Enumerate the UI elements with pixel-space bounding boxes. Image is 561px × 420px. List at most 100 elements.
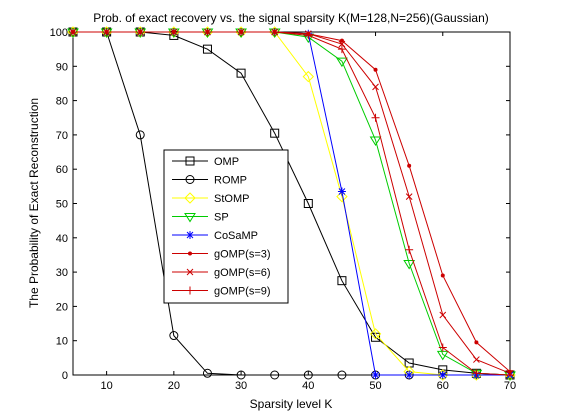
series-gomp-s-9 [69, 28, 514, 379]
data-point-dot [188, 251, 192, 256]
data-point-x [439, 311, 447, 319]
legend-label: CoSaMP [214, 230, 258, 242]
data-point-x [186, 268, 194, 276]
data-point-x [338, 40, 346, 48]
legend: OMP ROMP StOMP SP CoSaMP gOMP(s=3) gOMP(s=6) gO… [163, 149, 289, 304]
x-tick-label: 30 [235, 380, 247, 392]
series-layer [67, 26, 516, 381]
legend-item-gomp-s-3: gOMP(s=3) [172, 249, 271, 261]
legend-label: gOMP(s=6) [214, 267, 271, 279]
data-point-square [270, 128, 280, 138]
x-axis-label: Sparsity level K [250, 397, 333, 411]
data-point-square [236, 68, 246, 78]
legend-item-gomp-s-9: gOMP(s=9) [172, 286, 271, 298]
data-point-diamond [369, 328, 382, 340]
legend-item-cosamp: CoSaMP [172, 230, 258, 242]
legend-item-stomp: StOMP [172, 192, 249, 205]
legend-box [163, 149, 289, 304]
data-point-square [185, 156, 195, 166]
data-point-circle [236, 370, 246, 380]
legend-label: SP [214, 212, 229, 224]
legend-item-gomp-s-6: gOMP(s=6) [172, 267, 271, 279]
y-tick-label: 60 [56, 164, 68, 176]
data-point-triangle [369, 136, 382, 146]
data-point-circle [202, 368, 212, 378]
data-point-diamond [336, 190, 348, 203]
data-point-plus [186, 286, 194, 295]
legend-label: OMP [214, 156, 239, 168]
data-point-plus [371, 113, 380, 122]
data-point-triangle [184, 213, 196, 223]
data-point-square [337, 276, 347, 286]
y-axis-label: The Probability of Exact Reconstruction [27, 98, 41, 308]
data-point-plus [270, 28, 279, 36]
legend-item-romp: ROMP [172, 175, 247, 187]
data-point-dot [407, 163, 412, 168]
data-point-plus [237, 28, 246, 36]
data-point-diamond [184, 192, 196, 204]
plot-area [72, 31, 511, 376]
data-point-dot [339, 38, 344, 43]
x-tick-label: 40 [302, 380, 314, 392]
data-point-plus [304, 31, 313, 40]
data-point-circle [185, 175, 195, 184]
data-point-plus [136, 28, 145, 36]
legend-label: gOMP(s=3) [214, 249, 271, 261]
data-point-circle [303, 370, 313, 380]
data-point-diamond [437, 369, 449, 381]
y-tick-label: 90 [56, 61, 68, 73]
x-tick-label: 70 [504, 380, 516, 392]
data-point-asterisk [371, 371, 380, 379]
legend-label: StOMP [214, 193, 249, 205]
data-point-plus [69, 28, 77, 36]
y-tick-label: 100 [50, 27, 68, 39]
y-tick-label: 40 [56, 233, 68, 245]
data-point-triangle [336, 57, 348, 68]
legend-item-omp: OMP [172, 156, 239, 168]
y-tick-label: 20 [56, 301, 68, 313]
x-tick-label: 60 [437, 380, 449, 392]
data-point-asterisk [438, 371, 447, 379]
data-point-plus [438, 343, 447, 352]
x-tick-label: 10 [100, 380, 112, 392]
data-point-asterisk [337, 187, 346, 196]
y-tick-label: 80 [56, 96, 68, 108]
data-point-x [405, 193, 413, 200]
data-point-x [473, 356, 480, 363]
legend-item-sp: SP [172, 212, 229, 224]
data-point-square [202, 44, 212, 54]
y-tick-label: 30 [56, 267, 68, 279]
data-point-plus [337, 45, 346, 54]
data-point-asterisk [405, 371, 414, 379]
data-point-square [303, 199, 313, 208]
legend-label: ROMP [214, 175, 247, 187]
legend-label: gOMP(s=9) [214, 286, 271, 298]
data-point-dot [474, 340, 479, 345]
y-tick-label: 10 [56, 336, 68, 348]
x-tick-label: 20 [168, 380, 180, 392]
data-point-asterisk [186, 231, 194, 239]
data-point-plus [102, 28, 111, 36]
series-line-omp [73, 31, 511, 376]
y-tick-label: 0 [62, 370, 68, 382]
data-point-plus [405, 245, 414, 254]
data-point-circle [135, 130, 145, 140]
data-point-plus [472, 369, 481, 378]
data-point-triangle [403, 260, 416, 270]
series-line-gomp-s-9 [73, 31, 511, 376]
data-point-plus [506, 371, 514, 379]
data-point-circle [337, 370, 347, 380]
data-point-circle [169, 331, 179, 341]
data-point-plus [203, 28, 212, 36]
y-tick-label: 50 [56, 199, 68, 211]
y-tick-label: 70 [56, 130, 68, 142]
chart-title: Prob. of exact recovery vs. the signal s… [93, 11, 489, 25]
data-point-diamond [302, 70, 315, 83]
axis-ticks: 10 20 30 40 50 60 70 0 10 20 30 40 50 60 70 80 90 100 [50, 27, 516, 392]
data-point-dot [373, 67, 378, 72]
data-point-dot [440, 273, 445, 278]
x-tick-label: 50 [369, 380, 381, 392]
data-point-plus [169, 28, 178, 36]
data-point-circle [270, 370, 280, 380]
